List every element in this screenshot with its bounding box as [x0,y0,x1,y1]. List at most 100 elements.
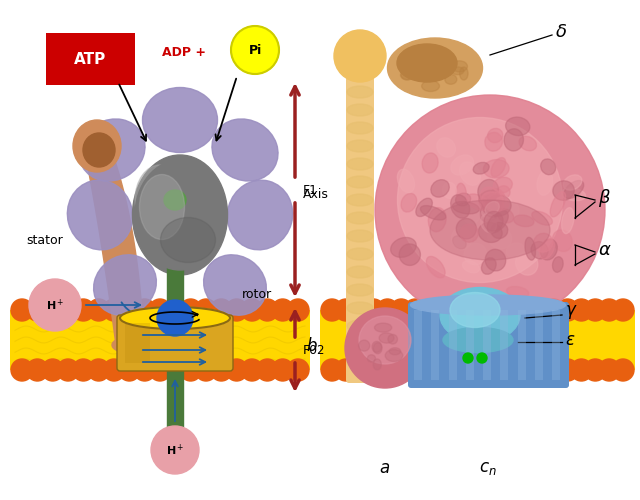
Ellipse shape [525,238,536,260]
Ellipse shape [436,138,456,157]
Ellipse shape [347,356,373,368]
Text: Axis: Axis [303,188,329,202]
Polygon shape [167,200,183,430]
Circle shape [211,359,232,381]
Circle shape [335,299,357,321]
Ellipse shape [402,56,417,67]
Circle shape [164,299,186,321]
Circle shape [404,359,426,381]
Circle shape [390,299,412,321]
Circle shape [432,299,454,321]
Circle shape [241,299,263,321]
Text: rotor: rotor [242,288,272,302]
Circle shape [445,359,468,381]
Ellipse shape [451,155,474,175]
Circle shape [29,279,81,331]
Text: $b_2$: $b_2$ [306,334,325,355]
Ellipse shape [132,155,227,275]
Text: stator: stator [27,234,63,246]
Circle shape [474,299,495,321]
Circle shape [349,359,371,381]
Ellipse shape [480,187,504,212]
Ellipse shape [564,180,584,198]
Ellipse shape [483,200,499,218]
Ellipse shape [347,176,373,188]
Ellipse shape [401,194,417,212]
Ellipse shape [464,244,486,265]
Circle shape [26,359,49,381]
Ellipse shape [435,58,451,66]
Circle shape [404,299,426,321]
Ellipse shape [422,80,440,92]
Circle shape [529,299,551,321]
Text: F1: F1 [303,184,318,196]
Ellipse shape [161,218,216,262]
Circle shape [195,299,217,321]
Ellipse shape [430,200,550,260]
Ellipse shape [463,260,479,273]
Ellipse shape [484,212,503,232]
Circle shape [515,359,537,381]
Ellipse shape [164,190,186,210]
Text: $\beta$: $\beta$ [598,187,611,209]
Ellipse shape [83,133,115,167]
Ellipse shape [347,284,373,296]
Ellipse shape [552,256,563,272]
Ellipse shape [452,202,479,214]
Ellipse shape [490,189,505,206]
Ellipse shape [135,160,225,270]
Ellipse shape [112,337,148,353]
Circle shape [584,359,606,381]
Ellipse shape [428,208,446,232]
Ellipse shape [347,230,373,242]
Circle shape [103,359,125,381]
FancyBboxPatch shape [483,310,491,380]
Circle shape [42,299,63,321]
Ellipse shape [347,86,373,98]
Circle shape [501,359,523,381]
Circle shape [157,300,193,336]
Ellipse shape [481,214,497,233]
Ellipse shape [488,226,512,249]
Ellipse shape [516,252,538,275]
Circle shape [57,299,79,321]
Text: $c_n$: $c_n$ [479,459,497,477]
Circle shape [557,299,579,321]
FancyBboxPatch shape [552,310,560,380]
Ellipse shape [532,212,552,225]
Ellipse shape [399,244,420,266]
FancyBboxPatch shape [449,310,456,380]
FancyBboxPatch shape [408,302,569,388]
Circle shape [570,299,593,321]
Ellipse shape [451,228,472,250]
Ellipse shape [443,328,513,352]
Ellipse shape [460,67,468,80]
Ellipse shape [452,61,467,72]
Circle shape [460,359,481,381]
Ellipse shape [552,230,572,252]
Ellipse shape [135,165,185,235]
Ellipse shape [373,359,381,370]
Ellipse shape [385,350,403,362]
Ellipse shape [553,181,574,201]
Circle shape [257,359,278,381]
Ellipse shape [401,70,415,80]
Ellipse shape [347,338,373,350]
Ellipse shape [540,240,557,260]
Text: $\delta$: $\delta$ [555,23,567,41]
Ellipse shape [485,132,502,151]
Ellipse shape [375,95,605,325]
Ellipse shape [397,169,415,192]
Ellipse shape [506,117,530,136]
Circle shape [487,359,509,381]
Ellipse shape [440,288,520,343]
Ellipse shape [410,295,566,315]
Circle shape [151,426,199,474]
Ellipse shape [426,256,445,278]
Ellipse shape [397,118,563,282]
Ellipse shape [497,186,510,199]
Ellipse shape [514,215,534,226]
Ellipse shape [347,104,373,116]
Circle shape [226,299,248,321]
Ellipse shape [561,188,586,201]
